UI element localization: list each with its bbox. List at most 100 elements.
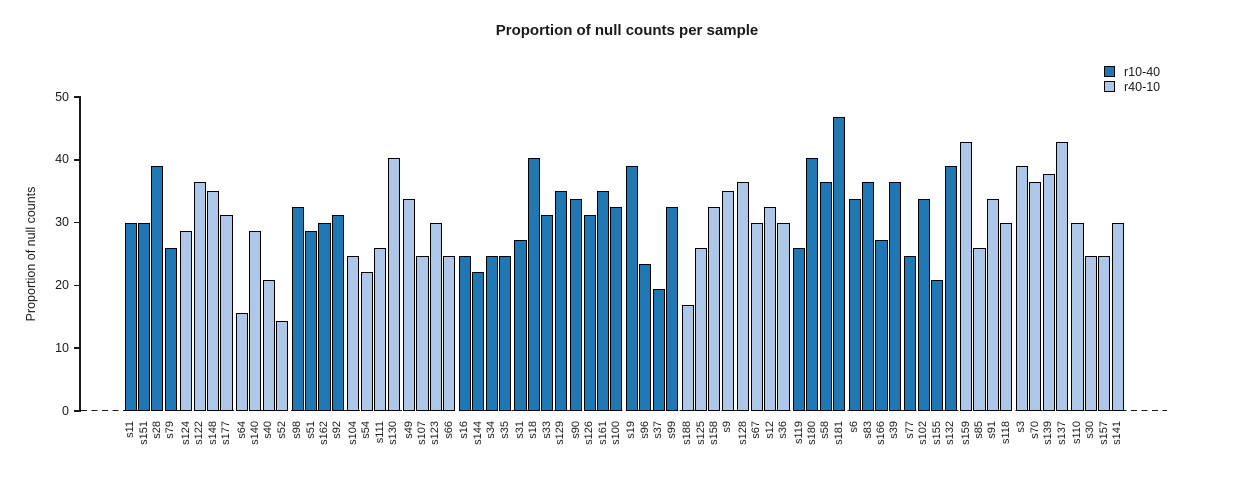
- bar: [931, 280, 944, 411]
- bar: [806, 157, 819, 411]
- x-tick-label: s35: [498, 421, 511, 439]
- bar: [249, 231, 262, 411]
- bar: [1084, 255, 1097, 411]
- bar: [1042, 174, 1055, 411]
- x-tick-label: s151: [137, 421, 150, 445]
- legend-label: r40-10: [1124, 79, 1161, 94]
- x-tick-label: s99: [665, 421, 678, 439]
- bar: [498, 255, 512, 411]
- bar: [737, 182, 750, 411]
- bar: [944, 166, 957, 411]
- x-tick-label: s36: [777, 421, 789, 439]
- x-tick-label: s90: [569, 421, 582, 439]
- x-tick-label: s16: [458, 421, 471, 439]
- x-tick-label: s126: [583, 421, 596, 445]
- x-tick-label: s119: [792, 421, 805, 445]
- zero-baseline-dashed: [81, 409, 1167, 412]
- bar: [1000, 223, 1013, 411]
- bar: [764, 206, 777, 411]
- x-tick-label: s177: [220, 421, 232, 445]
- x-tick-label: s30: [1084, 421, 1097, 439]
- x-tick-label: s19: [625, 421, 638, 439]
- x-tick-label: s155: [930, 421, 943, 445]
- x-tick-label: s54: [360, 421, 373, 439]
- bar: [1029, 182, 1042, 411]
- bar: [792, 247, 806, 411]
- bar: [917, 198, 930, 411]
- y-axis-line: [79, 96, 81, 412]
- y-tick-mark: [73, 159, 81, 161]
- bar: [986, 198, 999, 411]
- x-tick-label: s51: [304, 421, 317, 439]
- bar: [1055, 141, 1069, 411]
- bar: [1071, 223, 1084, 411]
- bar: [848, 198, 861, 411]
- x-tick-label: s6: [848, 421, 861, 433]
- bar: [220, 215, 233, 411]
- bar: [207, 190, 220, 411]
- legend-item: r10-40: [1104, 64, 1160, 79]
- legend-item: r40-10: [1104, 79, 1160, 94]
- y-tick-label: 50: [55, 89, 69, 104]
- bar: [360, 272, 373, 411]
- x-tick-label: s158: [707, 421, 720, 445]
- bar: [137, 223, 151, 411]
- x-tick-label: s166: [875, 421, 887, 445]
- x-tick-label: s83: [861, 421, 874, 439]
- x-tick-label: s122: [193, 421, 206, 445]
- x-tick-label: s140: [248, 421, 261, 445]
- x-tick-label: s110: [1071, 421, 1083, 445]
- x-tick-label: s49: [402, 421, 415, 439]
- bar: [443, 255, 456, 411]
- x-tick-label: s85: [973, 421, 985, 439]
- x-tick-label: s79: [164, 421, 177, 439]
- bar: [833, 117, 846, 411]
- bar: [541, 215, 554, 411]
- x-tick-label: s181: [832, 421, 845, 445]
- x-tick-label: s132: [944, 421, 957, 445]
- x-tick-label: s107: [416, 421, 428, 445]
- x-tick-label: s162: [318, 421, 330, 445]
- bar: [262, 280, 275, 411]
- bar: [639, 264, 652, 411]
- bar: [625, 166, 638, 411]
- legend-swatch: [1104, 81, 1115, 92]
- bar: [429, 223, 442, 411]
- x-tick-label: s128: [736, 421, 749, 445]
- x-tick-label: s34: [485, 421, 498, 439]
- y-tick-label: 20: [55, 277, 69, 292]
- x-tick-label: s92: [331, 421, 344, 439]
- bar: [331, 215, 344, 411]
- x-tick-label: s28: [150, 421, 163, 439]
- x-tick-label: s144: [471, 421, 484, 445]
- bar: [164, 247, 177, 411]
- x-tick-label: s66: [442, 421, 455, 439]
- x-tick-label: s11: [124, 421, 137, 438]
- bar: [888, 182, 901, 411]
- x-tick-label: s188: [681, 421, 694, 445]
- x-tick-label: s12: [763, 421, 776, 439]
- x-tick-label: s141: [1111, 421, 1124, 445]
- bar: [416, 255, 429, 411]
- x-tick-label: s137: [1055, 421, 1068, 445]
- x-tick-label: s39: [888, 421, 901, 439]
- x-tick-label: s64: [235, 421, 248, 439]
- bar: [291, 206, 304, 411]
- bar: [527, 157, 540, 411]
- bar: [973, 247, 986, 411]
- y-tick-label: 0: [62, 403, 69, 418]
- bar: [1015, 166, 1028, 411]
- bar: [960, 141, 973, 411]
- x-tick-label: s180: [805, 421, 818, 445]
- x-tick-label: s161: [596, 421, 609, 445]
- x-tick-label: s91: [986, 421, 999, 439]
- x-tick-label: s157: [1097, 421, 1110, 445]
- x-tick-label: s67: [750, 421, 763, 439]
- y-tick-mark: [73, 347, 81, 349]
- y-tick-mark: [73, 284, 81, 287]
- bar: [708, 206, 721, 411]
- bar: [652, 288, 665, 411]
- x-tick-label: s125: [694, 421, 707, 445]
- bar: [862, 182, 875, 411]
